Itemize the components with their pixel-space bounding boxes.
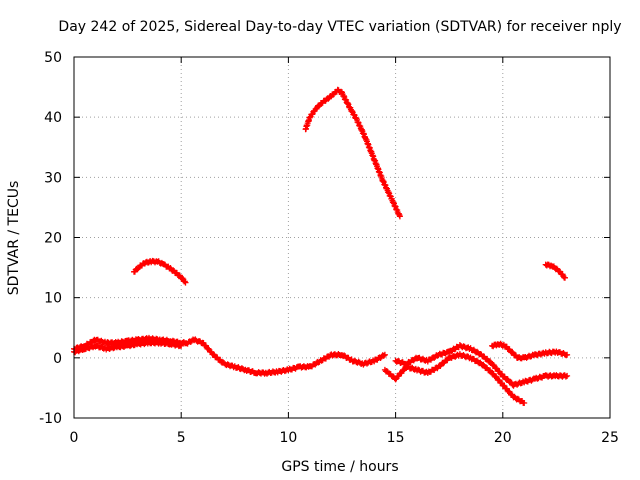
- x-tick-label: 10: [279, 430, 297, 446]
- x-tick-label: 0: [70, 430, 79, 446]
- data-markers: [381, 351, 528, 406]
- y-tick-label: 40: [44, 110, 62, 126]
- x-tick-label: 20: [494, 430, 512, 446]
- y-tick-label: 30: [44, 170, 62, 186]
- series-arc-late-night: [542, 261, 568, 281]
- series-arc-evening-mid: [392, 342, 571, 389]
- series-arc-noon-peak: [302, 86, 403, 220]
- series-arc-morning-bump: [131, 257, 189, 286]
- ticks: 0 5 10 15 20 25 -10 0 10 20 30 40 50: [39, 50, 619, 446]
- x-axis-label: GPS time / hours: [281, 459, 398, 475]
- x-tick-label: 5: [177, 430, 186, 446]
- y-tick-label: -10: [39, 411, 62, 427]
- data-markers: [302, 86, 403, 220]
- data-markers: [131, 257, 189, 286]
- data-markers: [392, 342, 571, 389]
- series-arc-evening-upper: [489, 340, 571, 362]
- y-axis-label: SDTVAR / TECUs: [6, 181, 22, 296]
- data-markers: [489, 340, 571, 362]
- series-arc-afternoon-low: [381, 351, 528, 406]
- data-markers: [542, 261, 568, 281]
- chart-title: Day 242 of 2025, Sidereal Day-to-day VTE…: [58, 19, 621, 35]
- x-tick-label: 25: [601, 430, 619, 446]
- y-tick-label: 20: [44, 231, 62, 247]
- y-tick-label: 0: [53, 351, 62, 367]
- data-layer: [71, 86, 571, 406]
- x-tick-label: 15: [387, 430, 405, 446]
- y-tick-label: 10: [44, 291, 62, 307]
- y-tick-label: 50: [44, 50, 62, 66]
